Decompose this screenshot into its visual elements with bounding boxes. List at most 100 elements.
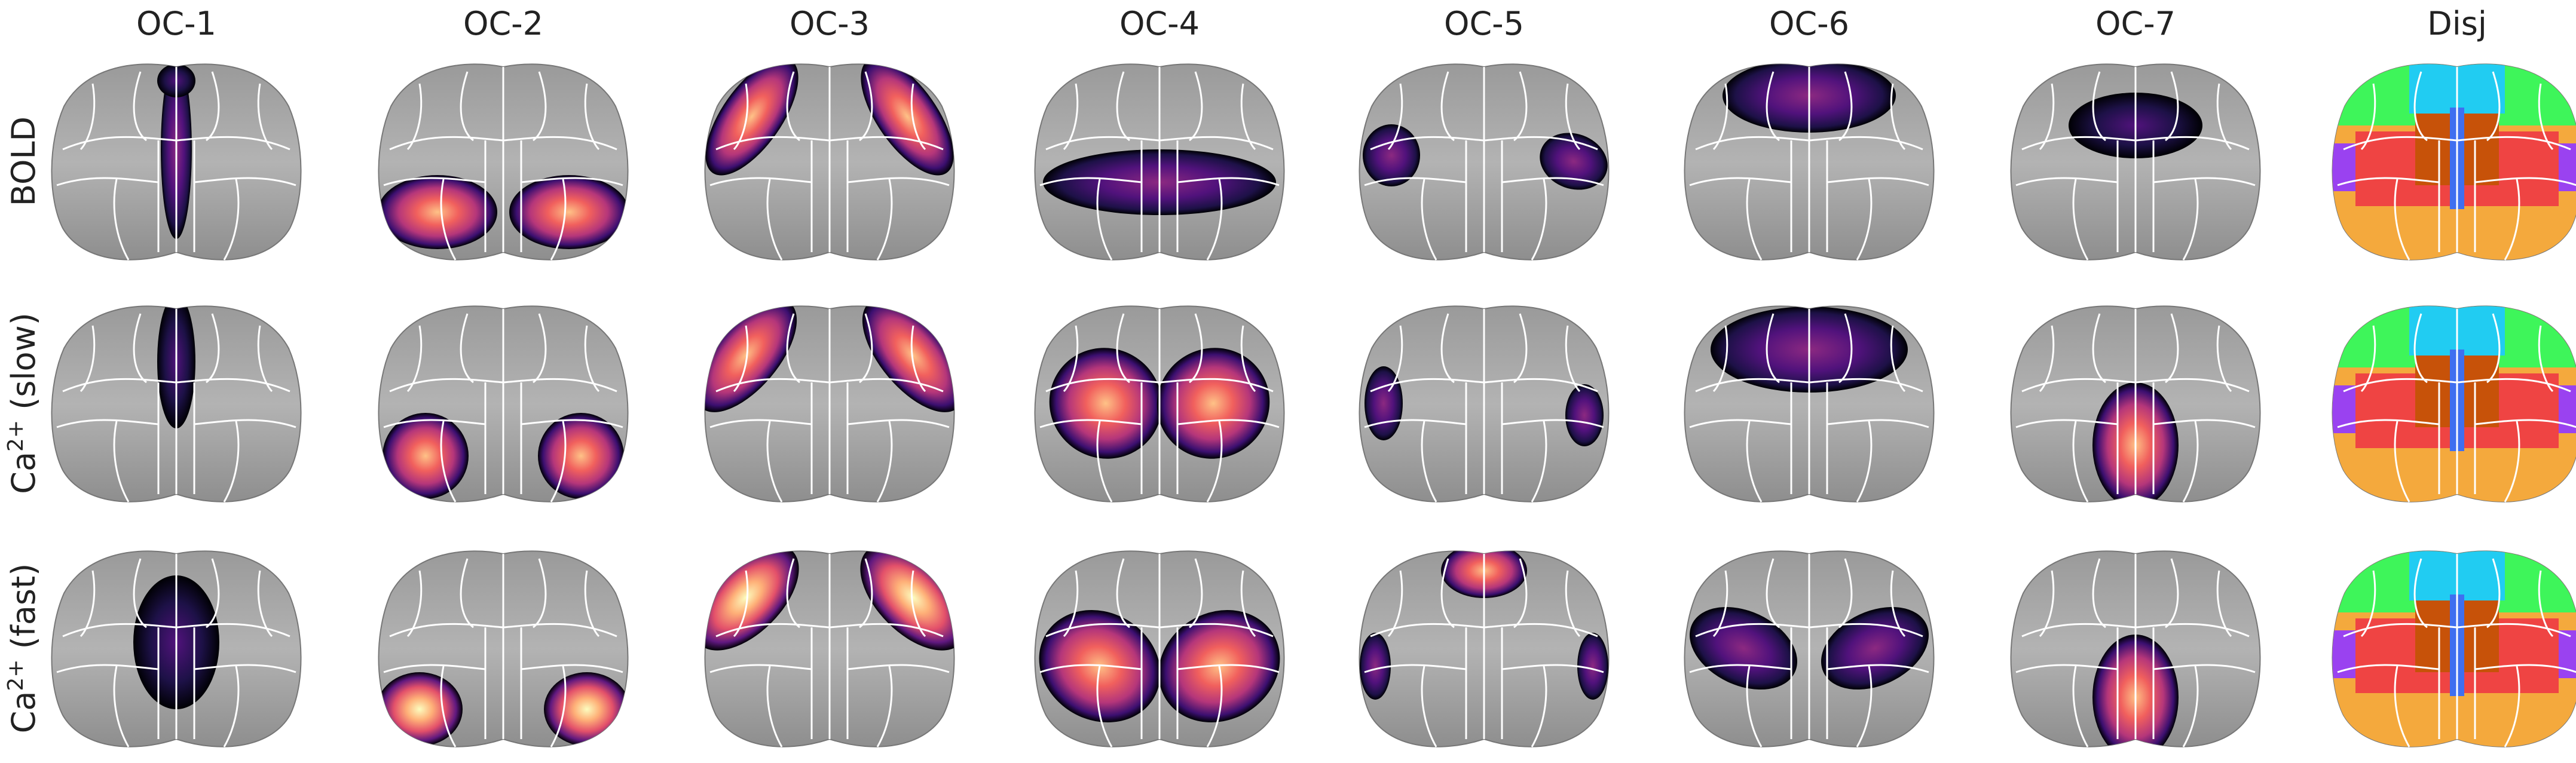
brain-map — [705, 64, 954, 176]
region-border — [2343, 136, 2571, 151]
region-border — [2165, 313, 2179, 384]
region-border — [1096, 666, 1113, 747]
brain-panel — [1684, 305, 1935, 502]
region-border — [1531, 421, 1547, 502]
region-border — [1565, 83, 1581, 151]
region-border — [2360, 83, 2376, 151]
region-border — [521, 664, 623, 673]
region-border — [1177, 419, 1280, 428]
region-border — [2021, 136, 2250, 151]
region-border — [1387, 83, 1403, 151]
region-border — [2337, 664, 2440, 673]
region-border — [1116, 71, 1130, 142]
region-border — [2538, 83, 2554, 151]
region-border — [460, 71, 474, 142]
region-border — [2394, 421, 2410, 502]
region-border — [2092, 313, 2106, 384]
row-label-text: BOLD — [5, 117, 42, 206]
region-border — [733, 325, 749, 393]
row-label-suffix: (slow) — [5, 312, 42, 420]
region-border — [1096, 421, 1113, 502]
region-border — [383, 664, 486, 673]
region-border — [1501, 177, 1604, 186]
region-border — [786, 71, 800, 142]
region-border — [1240, 570, 1256, 638]
region-border — [847, 664, 950, 673]
column-header: OC-2 — [463, 5, 543, 42]
region-border — [1206, 421, 1223, 502]
region-border — [1838, 313, 1853, 384]
region-border — [786, 558, 800, 629]
region-border — [1206, 666, 1223, 747]
region-border — [715, 136, 944, 151]
region-border — [1421, 666, 1437, 747]
region-border — [1116, 558, 1130, 629]
region-border — [1746, 179, 1763, 261]
region-border — [1501, 664, 1604, 673]
activation-blob — [705, 551, 799, 651]
row-label: Ca2+ (slow) — [4, 312, 42, 494]
region-border — [194, 177, 296, 186]
column-headers: OC-1 OC-2 OC-3 OC-4 OC-5 OC-6 OC-7 Disj — [136, 5, 2487, 42]
region-border — [2182, 421, 2199, 502]
region-border — [766, 666, 783, 747]
column-header: OC-4 — [1119, 5, 1200, 42]
region-border — [440, 421, 457, 502]
region-border — [2021, 378, 2250, 393]
region-border — [2504, 179, 2520, 261]
row-label: BOLD — [5, 117, 42, 206]
region-border — [1890, 570, 1906, 638]
brain-map — [1360, 551, 1608, 700]
region-border — [1370, 136, 1598, 151]
region-border — [2072, 666, 2089, 747]
brain-map — [705, 551, 954, 651]
column-header: OC-5 — [1444, 5, 1524, 42]
region-border — [1746, 421, 1763, 502]
region-border — [1856, 666, 1873, 747]
region-border — [1501, 419, 1604, 428]
region-border — [440, 179, 457, 261]
region-border — [2360, 325, 2376, 393]
region-border — [1421, 421, 1437, 502]
region-border — [2474, 177, 2576, 186]
brain-map — [383, 413, 624, 499]
region-border — [1045, 623, 1274, 638]
region-border — [1838, 558, 1853, 629]
region-border — [715, 623, 944, 638]
region-border — [389, 623, 617, 638]
region-border — [533, 313, 547, 384]
activation-blob — [860, 551, 954, 651]
region-border — [1890, 325, 1906, 393]
activation-blob — [705, 306, 797, 412]
region-border — [584, 325, 600, 393]
brain-panel — [1034, 305, 1285, 502]
region-border — [1531, 179, 1547, 261]
region-border — [194, 419, 296, 428]
brain-panel — [51, 63, 302, 261]
region-border — [533, 71, 547, 142]
brain-panel — [2010, 305, 2261, 502]
region-border — [223, 421, 240, 502]
brain-panel — [1684, 550, 1935, 747]
region-border — [859, 558, 873, 629]
region-border — [2486, 313, 2501, 384]
row-label-sup: 2+ — [4, 659, 28, 691]
region-border — [550, 666, 567, 747]
region-border — [1440, 71, 1455, 142]
brain-map — [1049, 348, 1270, 459]
region-border — [859, 313, 873, 384]
region-border — [62, 378, 290, 393]
region-border — [1766, 558, 1780, 629]
region-border — [2504, 666, 2520, 747]
region-border — [2072, 421, 2089, 502]
region-border — [910, 570, 926, 638]
brain-panel — [1034, 63, 1285, 261]
region-border — [406, 570, 423, 638]
region-border — [2165, 71, 2179, 142]
region-border — [1039, 664, 1142, 673]
region-border — [2092, 71, 2106, 142]
region-border — [1513, 313, 1528, 384]
region-border — [1689, 177, 1792, 186]
region-border — [1827, 177, 1929, 186]
column-header: OC-7 — [2095, 5, 2176, 42]
